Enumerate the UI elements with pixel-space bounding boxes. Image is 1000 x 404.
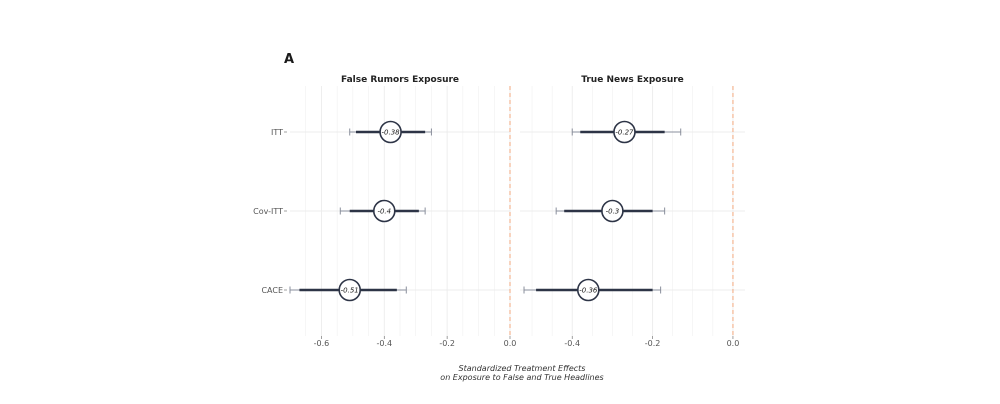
- x-tick-label: -0.6: [314, 339, 330, 348]
- x-tick-label: -0.4: [564, 339, 580, 348]
- x-tick-label: 0.0: [504, 339, 517, 348]
- estimate-label-itt: -0.27: [615, 129, 634, 137]
- estimate-point-itt: [613, 120, 636, 144]
- estimate-point-cace: [577, 278, 600, 302]
- estimate-point-cov-itt: [601, 199, 624, 223]
- x-axis-label-line-1: Standardized Treatment Effects: [459, 364, 586, 373]
- category-label-itt: ITT: [271, 128, 283, 137]
- estimate-label-cace: -0.51: [341, 287, 359, 295]
- estimate-point-cace: [338, 278, 362, 302]
- x-tick-label: -0.2: [645, 339, 661, 348]
- estimate-label-cov-itt: -0.3: [606, 208, 620, 216]
- x-tick-label: -0.2: [439, 339, 455, 348]
- panel-1: False Rumors Exposure -0.6 -0.4 -0.2 0.0 -0.3…: [289, 75, 517, 348]
- x-axis-label-line-2: on Exposure to False and True Headlines: [440, 373, 603, 382]
- estimate-point-itt: [379, 120, 402, 144]
- panel-title: False Rumors Exposure: [341, 75, 459, 85]
- x-tick-label: -0.4: [376, 339, 392, 348]
- panel-letter: A: [284, 52, 294, 67]
- category-label-cace: CACE: [261, 286, 283, 295]
- panel-title: True News Exposure: [581, 75, 684, 85]
- category-label-cov-itt: Cov-ITT: [253, 207, 283, 216]
- estimate-label-cov-itt: -0.4: [377, 208, 391, 216]
- x-tick-label: 0.0: [727, 339, 740, 348]
- plot-area: ITT Cov-ITT CACE False Rumors Exposure -0.6 -…: [253, 75, 745, 348]
- panel-2: True News Exposure -0.4 -0.2 0.0 -0.27 -0.3 -0…: [520, 75, 745, 348]
- estimate-label-cace: -0.36: [579, 287, 598, 295]
- estimate-point-cov-itt: [372, 199, 396, 223]
- estimate-label-itt: -0.38: [382, 129, 401, 137]
